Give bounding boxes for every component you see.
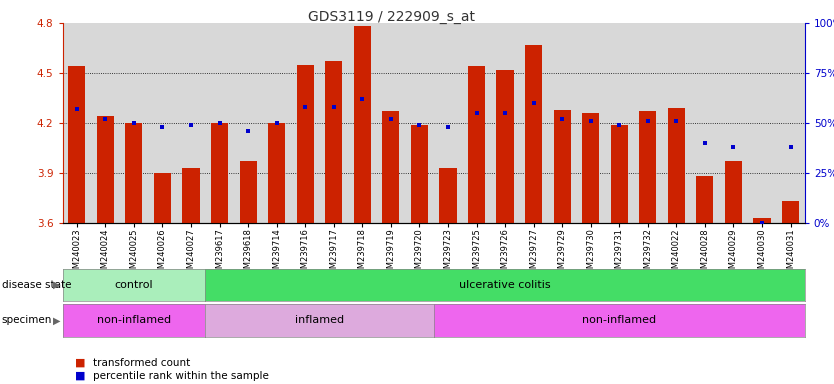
Text: specimen: specimen xyxy=(2,315,52,326)
Bar xyxy=(468,66,485,223)
Bar xyxy=(211,123,229,223)
Text: percentile rank within the sample: percentile rank within the sample xyxy=(93,371,269,381)
Bar xyxy=(696,176,713,223)
Bar xyxy=(554,109,570,223)
Text: ulcerative colitis: ulcerative colitis xyxy=(460,280,551,290)
Text: control: control xyxy=(114,280,153,290)
Bar xyxy=(97,116,114,223)
Bar xyxy=(668,108,685,223)
Text: ▶: ▶ xyxy=(53,280,60,290)
Bar xyxy=(782,201,799,223)
Bar xyxy=(639,111,656,223)
Bar xyxy=(125,123,143,223)
Bar xyxy=(411,124,428,223)
Bar xyxy=(440,168,456,223)
Bar xyxy=(582,113,600,223)
Bar xyxy=(154,173,171,223)
Text: non-inflamed: non-inflamed xyxy=(97,315,171,326)
Text: disease state: disease state xyxy=(2,280,71,290)
Bar xyxy=(183,168,199,223)
Text: ▶: ▶ xyxy=(53,315,60,326)
Bar xyxy=(325,61,342,223)
Bar xyxy=(239,161,257,223)
Text: ■: ■ xyxy=(75,358,86,368)
Text: ■: ■ xyxy=(75,371,86,381)
Bar xyxy=(297,65,314,223)
Bar xyxy=(753,218,771,223)
Text: GDS3119 / 222909_s_at: GDS3119 / 222909_s_at xyxy=(309,10,475,23)
Bar xyxy=(610,124,628,223)
Text: non-inflamed: non-inflamed xyxy=(582,315,656,326)
Text: transformed count: transformed count xyxy=(93,358,191,368)
Bar xyxy=(496,70,514,223)
Bar xyxy=(68,66,85,223)
Bar xyxy=(268,123,285,223)
Bar xyxy=(354,26,371,223)
Text: inflamed: inflamed xyxy=(295,315,344,326)
Bar xyxy=(725,161,742,223)
Bar xyxy=(382,111,399,223)
Bar xyxy=(525,45,542,223)
